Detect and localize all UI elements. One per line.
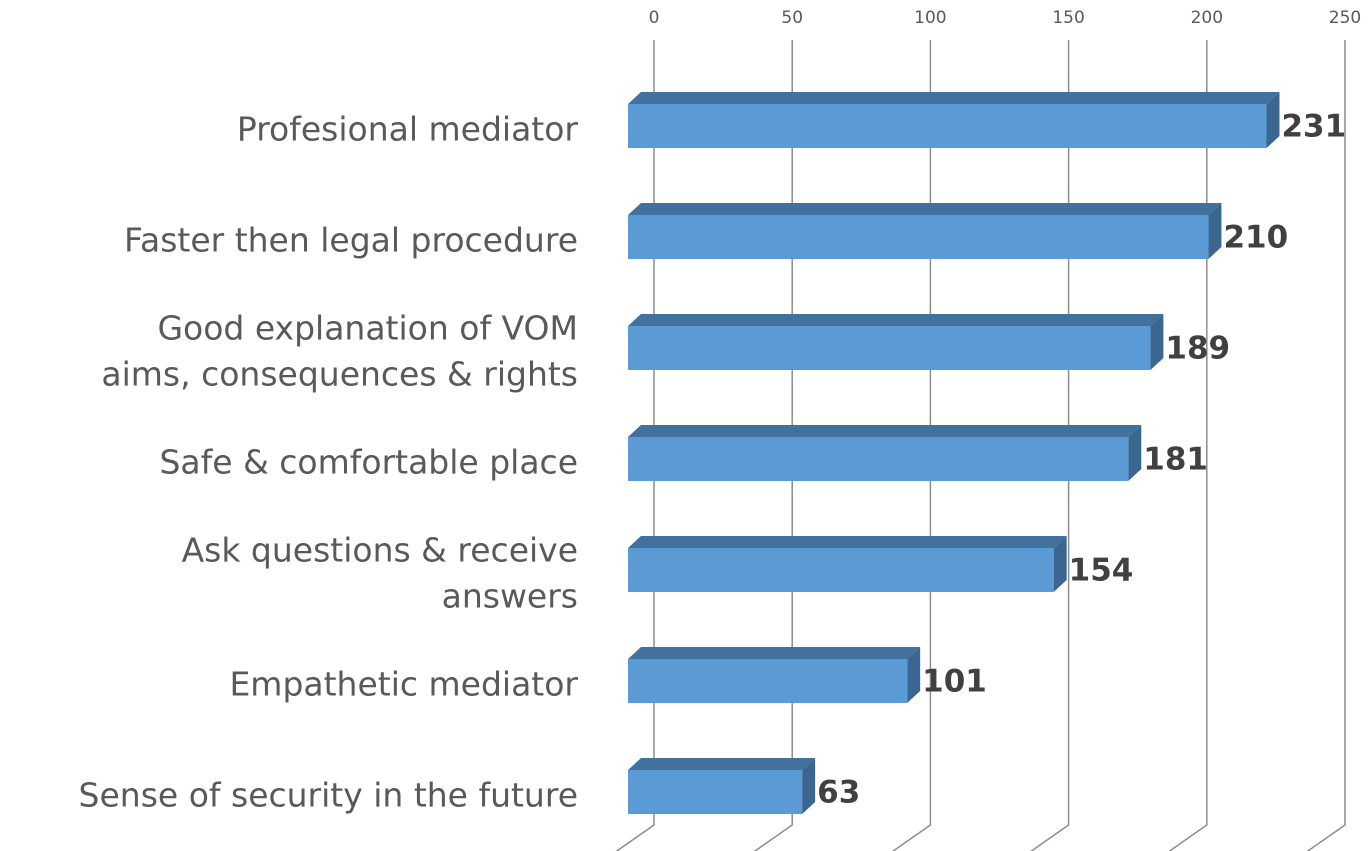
bar-top [628, 425, 1142, 437]
x-tick-label: 0 [649, 8, 660, 28]
y-tick-label: Sense of security in the future [79, 776, 578, 815]
grid-line [753, 40, 793, 851]
bar [628, 758, 816, 814]
bar-side [802, 758, 816, 814]
bar [628, 647, 921, 703]
bar-top [628, 314, 1164, 326]
bar-top [628, 536, 1067, 548]
bar-side [1053, 536, 1067, 592]
data-label: 181 [1143, 442, 1208, 478]
bar-front [628, 326, 1151, 370]
data-label: 210 [1223, 220, 1288, 256]
y-tick-label: answers [442, 577, 578, 616]
x-tick-label: 250 [1329, 8, 1361, 28]
bar-side [1266, 92, 1280, 148]
x-tick-label: 150 [1052, 8, 1084, 28]
grid-line [615, 40, 655, 851]
y-tick-label: Ask questions & receive [182, 531, 578, 570]
y-tick-label: aims, consequences & rights [101, 355, 578, 394]
bar-front [628, 548, 1054, 592]
bar-front [628, 659, 908, 703]
data-label: 189 [1165, 331, 1230, 367]
bar [628, 536, 1067, 592]
data-label: 154 [1069, 553, 1134, 589]
bar-side [907, 647, 921, 703]
bar-top [628, 92, 1280, 104]
x-tick-label: 50 [781, 8, 803, 28]
bar [628, 314, 1164, 370]
grid-line [1306, 40, 1346, 851]
bar-front [628, 437, 1129, 481]
bar-top [628, 647, 921, 659]
bar [628, 425, 1142, 481]
x-tick-label: 200 [1191, 8, 1223, 28]
bar-front [628, 770, 803, 814]
data-label: 63 [817, 775, 860, 811]
grid-line [1030, 40, 1070, 851]
bar-top [628, 203, 1222, 215]
bar-side [1150, 314, 1164, 370]
y-tick-label: Good explanation of VOM [157, 309, 578, 348]
bar-top [628, 758, 816, 770]
bar [628, 92, 1280, 148]
y-tick-label: Profesional mediator [237, 110, 579, 149]
y-tick-label: Faster then legal procedure [124, 221, 578, 260]
bar-front [628, 215, 1209, 259]
x-tick-label: 100 [914, 8, 946, 28]
grid-line [891, 40, 932, 851]
data-label: 231 [1281, 109, 1346, 145]
y-tick-label: Safe & comfortable place [159, 443, 578, 482]
grid-line [1168, 40, 1208, 851]
bar-side [1128, 425, 1142, 481]
y-tick-label: Empathetic mediator [229, 665, 578, 704]
data-label: 101 [922, 664, 987, 700]
bar [628, 203, 1222, 259]
bar-side [1208, 203, 1222, 259]
bar-front [628, 104, 1267, 148]
